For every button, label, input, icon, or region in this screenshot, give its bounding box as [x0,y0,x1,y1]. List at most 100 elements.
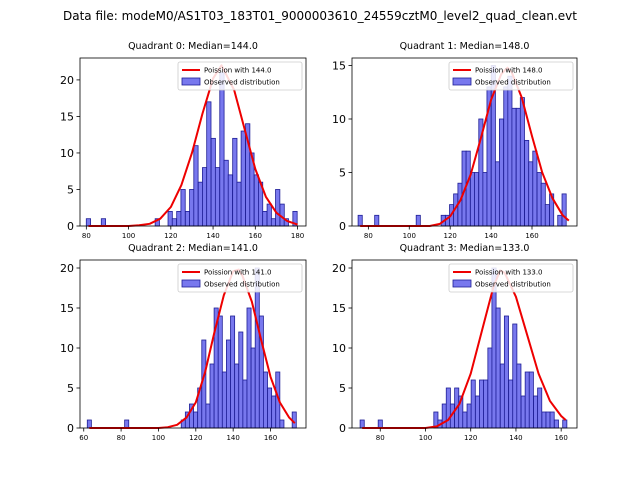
x-tick-label: 160 [249,232,262,240]
legend-observed-label: Observed distribution [475,79,551,87]
histogram-bar [512,323,518,429]
x-tick-label: 120 [189,434,202,442]
subplot-quadrant-1: Quadrant 1: Median=148.0 0 5 10 15 80 100 120 14… [332,41,578,240]
histogram-bar [230,315,236,429]
histogram-bar [479,379,485,429]
y-tick-label: 20 [332,262,346,275]
legend-frame [448,263,574,293]
x-tick-label: 80 [376,434,385,442]
legend-observed-label: Observed distribution [475,281,551,289]
histogram-bar [519,97,525,227]
histogram-bar [533,395,539,429]
subplot-quadrant-2: Quadrant 2: Median=141.0 0 5 10 15 20 60 80 100 1… [60,243,307,442]
histogram-bar [262,210,268,227]
y-tick-label: 20 [60,74,74,87]
figure-suptitle: Data file: modeM0/AS1T03_183T01_90000036… [63,9,577,23]
histogram-bar [124,419,130,429]
x-tick-label: 180 [291,232,304,240]
y-tick-label: 10 [60,147,74,160]
histogram-bar [359,419,365,429]
legend: Poission with 148.0 Observed distribution [448,61,574,91]
legend-observed-label: Observed distribution [204,79,280,87]
histogram-bar [242,379,248,429]
histogram-bar [232,137,238,227]
legend-observed-swatch [181,279,201,288]
histogram-bar [266,203,272,227]
x-tick-label: 140 [206,232,219,240]
histogram-bar [475,395,480,429]
legend-observed-swatch [452,279,472,288]
histogram-bar [193,411,199,429]
histogram-bar [206,101,212,227]
histogram-bar [553,419,559,429]
histogram-bar [528,161,534,227]
histogram-bar [524,139,530,227]
y-tick-label: 0 [67,220,74,233]
x-tick-label: 120 [164,232,177,240]
legend-poisson-label: Poission with 148.0 [475,67,543,75]
histogram-bar [246,307,252,429]
histogram-bar [511,107,517,227]
axes-frame [351,259,578,429]
y-tick-label: 15 [332,302,346,315]
histogram-bar [250,347,256,429]
legend-observed-swatch [452,77,472,86]
poisson-curve [89,268,296,429]
legend-poisson-label: Poission with 141.0 [204,269,272,277]
x-tick-label: 120 [443,232,456,240]
histogram-bar [466,403,472,429]
x-tick-label: 160 [525,232,538,240]
histogram-bar [209,363,215,429]
histogram-bar [238,331,244,429]
x-tick-label: 140 [484,232,497,240]
histogram-bar [223,159,229,227]
x-tick-label: 160 [264,434,277,442]
y-tick-label: 15 [60,110,74,123]
legend-frame [177,263,303,293]
histogram-bar [210,137,216,227]
legend: Poission with 141.0 Observed distribution [177,263,303,293]
histogram-bar [271,395,277,429]
legend: Poission with 144.0 Observed distribution [177,61,303,91]
histogram-bar [100,218,107,227]
legend-poisson-label: Poission with 133.0 [475,269,543,277]
histogram-bar [470,379,476,429]
histogram-bar [516,363,522,429]
subplot-quadrant-3: Quadrant 3: Median=133.0 0 5 10 15 20 80 100 120… [332,243,578,442]
histogram-bar [495,307,501,429]
histogram-bar [524,371,530,429]
subplot-title: Quadrant 2: Median=141.0 [128,243,258,254]
histogram-bar [202,167,208,227]
histogram-bar [544,204,550,227]
axes-frame [79,57,307,227]
legend-frame [177,61,303,91]
y-tick-label: 15 [60,302,74,315]
x-tick-label: 100 [122,232,135,240]
histogram-bar [474,172,480,227]
histogram-bar [240,130,246,227]
histogram-bar [483,379,489,429]
histogram-bar [441,403,447,429]
histogram-bar [545,411,551,429]
x-tick-label: 120 [464,434,477,442]
histogram-bar [176,210,182,227]
x-tick-label: 80 [82,232,91,240]
subplot-title: Quadrant 1: Median=148.0 [400,41,530,52]
legend-poisson-label: Poission with 144.0 [204,67,272,75]
histogram-bar [275,189,281,227]
y-tick-label: 20 [60,262,74,275]
histogram-bar [227,174,233,227]
x-tick-label: 80 [364,232,373,240]
y-tick-label: 5 [339,382,346,395]
histogram-bar [557,214,563,227]
legend-observed-swatch [181,77,201,86]
histogram-bar [263,371,268,429]
histogram-bar [253,174,259,227]
histogram-bar [167,210,173,227]
histogram-bar [515,107,521,227]
y-tick-label: 15 [332,59,346,72]
histogram-bar [86,419,92,429]
histogram-bar [532,150,538,227]
